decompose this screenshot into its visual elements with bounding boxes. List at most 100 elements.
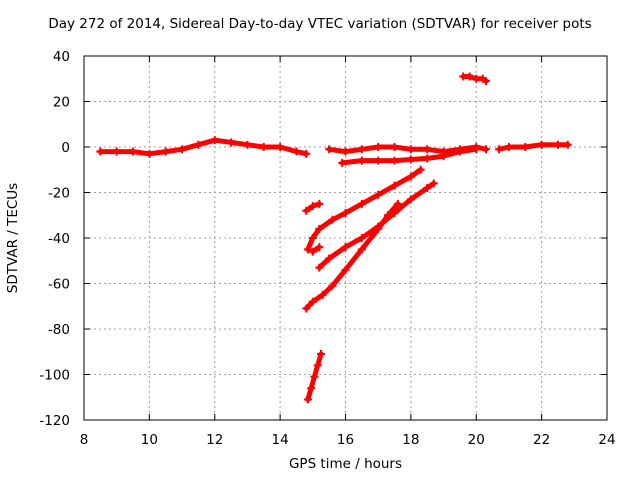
data-point: [112, 147, 121, 156]
data-point: [316, 350, 325, 359]
data-point: [315, 263, 324, 272]
data-point: [482, 145, 491, 154]
series-trace: [303, 201, 401, 311]
data-point: [406, 145, 415, 154]
data-point: [495, 145, 504, 154]
x-tick-label: 18: [402, 432, 419, 448]
series-10: [308, 243, 324, 256]
y-tick-label: 0: [61, 140, 70, 156]
y-tick-label: -60: [48, 277, 70, 293]
data-point: [341, 208, 350, 217]
chart-title: Day 272 of 2014, Sidereal Day-to-day VTE…: [48, 16, 592, 32]
grid-lines: [84, 56, 607, 420]
data-point: [302, 149, 311, 158]
x-tick-label: 22: [533, 432, 550, 448]
y-tick-label: -100: [39, 368, 70, 384]
data-point: [308, 247, 317, 256]
y-tick-label: -20: [48, 186, 70, 202]
data-point: [315, 199, 324, 208]
x-tick-label: 16: [337, 432, 354, 448]
series-trace: [305, 167, 424, 252]
data-point: [308, 202, 317, 211]
y-tick-label: 40: [53, 49, 70, 65]
data-point: [259, 143, 268, 151]
x-tick-label: 24: [598, 432, 615, 448]
data-points: [96, 72, 572, 404]
data-point: [227, 138, 236, 147]
y-tick-label: 20: [53, 95, 70, 111]
data-point: [145, 149, 154, 158]
data-point: [313, 361, 322, 370]
data-point: [472, 145, 481, 154]
data-point: [243, 140, 252, 149]
x-axis-label: GPS time / hours: [288, 456, 403, 472]
data-point: [537, 140, 546, 149]
data-point: [357, 234, 366, 242]
data-point: [318, 290, 327, 299]
x-tick-label: 14: [272, 432, 289, 448]
data-point: [178, 145, 187, 154]
data-point: [96, 147, 105, 156]
series-6: [303, 165, 425, 254]
data-point: [341, 265, 350, 274]
x-tick-label: 10: [141, 432, 158, 448]
data-point: [390, 156, 399, 165]
data-point: [374, 190, 383, 199]
data-point: [521, 143, 530, 151]
data-point: [310, 372, 319, 381]
data-point: [455, 147, 464, 156]
data-point: [423, 183, 432, 192]
data-point: [374, 143, 383, 151]
data-point: [465, 72, 474, 81]
data-point: [563, 140, 572, 149]
series-9: [302, 199, 324, 215]
series-11: [303, 350, 325, 404]
data-point: [315, 243, 324, 252]
y-tick-label: -80: [48, 322, 70, 338]
data-point: [439, 152, 448, 161]
data-point: [390, 143, 399, 151]
data-point: [482, 77, 491, 86]
data-point: [553, 140, 562, 149]
data-point: [374, 224, 383, 233]
data-point: [307, 384, 316, 393]
y-tick-label: -40: [48, 231, 70, 247]
data-point: [416, 165, 425, 174]
series-4: [338, 145, 481, 167]
data-point: [302, 304, 311, 313]
data-point: [325, 254, 334, 263]
series-1: [96, 136, 311, 158]
data-point: [504, 143, 513, 151]
x-tick-label: 8: [80, 432, 89, 448]
data-point: [423, 145, 432, 154]
data-point: [357, 199, 366, 208]
data-point: [341, 147, 350, 156]
data-point: [276, 143, 285, 151]
data-point: [315, 224, 324, 233]
series-5: [459, 72, 491, 86]
data-point: [423, 154, 432, 163]
series-3: [495, 140, 572, 154]
y-axis-label: SDTVAR / TECUs: [5, 182, 21, 294]
axis-ticks: [83, 55, 608, 421]
data-point: [325, 145, 334, 154]
data-point: [303, 245, 312, 254]
data-point: [161, 147, 170, 156]
series-8: [302, 199, 402, 313]
data-point: [303, 395, 312, 404]
data-point: [406, 195, 415, 204]
data-point: [308, 234, 317, 242]
data-point: [357, 156, 366, 165]
data-point: [194, 140, 203, 149]
data-point: [406, 172, 415, 181]
data-point: [357, 245, 366, 254]
data-point: [341, 243, 350, 252]
data-point: [429, 179, 438, 188]
tick-labels: 8 10 12 14 16 18 20 22 24 -120 -100 -80 -60 -40 -20 0 20…: [39, 49, 615, 448]
data-point: [302, 206, 311, 215]
data-point: [328, 215, 337, 224]
data-point: [328, 281, 337, 290]
data-point: [292, 147, 301, 156]
data-point: [406, 155, 415, 164]
